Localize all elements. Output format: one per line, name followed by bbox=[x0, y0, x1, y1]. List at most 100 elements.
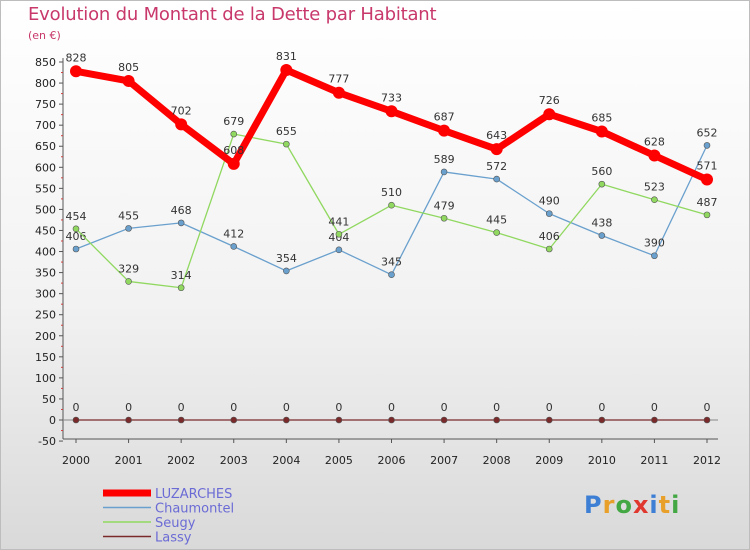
data-label-chaumontel: 652 bbox=[697, 126, 718, 139]
logo-letter: x bbox=[632, 491, 650, 519]
x-tick-label: 2002 bbox=[167, 454, 195, 467]
data-label-chaumontel: 589 bbox=[434, 153, 455, 166]
data-label-luzarches: 828 bbox=[66, 51, 87, 64]
logo-letter: P bbox=[584, 491, 603, 519]
data-point-chaumontel bbox=[598, 232, 606, 239]
data-label-luzarches: 685 bbox=[591, 111, 612, 124]
data-point-lassy bbox=[493, 416, 500, 424]
data-point-seugy bbox=[651, 196, 658, 204]
data-point-lassy bbox=[598, 416, 606, 424]
data-label-seugy: 560 bbox=[591, 165, 612, 178]
x-tick-label: 2003 bbox=[220, 454, 248, 467]
data-label-luzarches: 726 bbox=[539, 94, 560, 107]
data-point-lassy bbox=[335, 416, 343, 424]
data-label-lassy: 0 bbox=[178, 401, 185, 414]
data-label-chaumontel: 390 bbox=[644, 237, 665, 250]
data-point-lassy bbox=[230, 416, 238, 424]
data-label-chaumontel: 455 bbox=[118, 209, 139, 222]
data-label-luzarches: 831 bbox=[276, 50, 297, 63]
data-label-lassy: 0 bbox=[125, 401, 132, 414]
data-label-lassy: 0 bbox=[441, 401, 448, 414]
data-point-seugy bbox=[703, 211, 711, 219]
y-tick-label: 750 bbox=[35, 98, 56, 111]
data-point-chaumontel bbox=[545, 210, 553, 217]
data-label-lassy: 0 bbox=[283, 401, 290, 414]
data-point-chaumontel bbox=[177, 219, 185, 227]
data-label-seugy: 479 bbox=[434, 199, 455, 212]
data-label-luzarches: 571 bbox=[697, 160, 718, 173]
x-tick-label: 2011 bbox=[640, 454, 668, 467]
data-point-chaumontel bbox=[335, 246, 343, 254]
data-point-luzarches bbox=[648, 149, 661, 162]
data-point-seugy bbox=[125, 278, 132, 285]
logo-letter: r bbox=[602, 491, 616, 519]
series-line-luzarches bbox=[72, 66, 711, 184]
data-label-luzarches: 702 bbox=[171, 104, 192, 117]
logo-letter: t bbox=[658, 491, 672, 519]
legend-label-lassy: Lassy bbox=[155, 531, 192, 546]
data-label-chaumontel: 412 bbox=[223, 227, 244, 240]
chart-title: Evolution du Montant de la Dette par Hab… bbox=[28, 4, 437, 25]
data-point-luzarches bbox=[490, 143, 503, 156]
y-tick-label: 150 bbox=[35, 351, 56, 364]
data-point-chaumontel bbox=[230, 243, 238, 250]
data-point-luzarches bbox=[175, 118, 188, 131]
data-label-lassy: 0 bbox=[335, 401, 342, 414]
data-point-chaumontel bbox=[440, 168, 448, 176]
logo-letter: i bbox=[649, 491, 659, 519]
data-label-seugy: 441 bbox=[328, 215, 349, 228]
data-label-luzarches: 687 bbox=[434, 111, 455, 124]
x-tick-label: 2009 bbox=[535, 454, 563, 467]
data-label-seugy: 523 bbox=[644, 181, 665, 194]
data-label-chaumontel: 438 bbox=[591, 217, 612, 230]
y-tick-label: 500 bbox=[35, 203, 56, 216]
data-point-seugy bbox=[388, 201, 395, 209]
data-point-seugy bbox=[493, 229, 500, 236]
data-label-lassy: 0 bbox=[651, 401, 658, 414]
data-point-luzarches bbox=[595, 125, 608, 138]
y-tick-label: 50 bbox=[42, 393, 56, 406]
data-label-seugy: 510 bbox=[381, 186, 402, 199]
x-tick-label: 2012 bbox=[693, 454, 721, 467]
data-label-lassy: 0 bbox=[704, 401, 711, 414]
data-point-seugy bbox=[440, 214, 448, 222]
data-label-seugy: 679 bbox=[223, 115, 244, 128]
data-label-lassy: 0 bbox=[546, 401, 553, 414]
data-point-seugy bbox=[598, 180, 606, 188]
data-label-luzarches: 777 bbox=[328, 73, 349, 86]
data-point-lassy bbox=[125, 416, 132, 424]
x-tick-label: 2000 bbox=[62, 454, 90, 467]
data-point-chaumontel bbox=[493, 175, 500, 183]
data-label-lassy: 0 bbox=[73, 401, 80, 414]
data-point-lassy bbox=[651, 416, 658, 424]
y-tick-label: 300 bbox=[35, 288, 56, 301]
data-label-luzarches: 608 bbox=[223, 144, 244, 157]
data-point-chaumontel bbox=[651, 252, 658, 260]
data-point-luzarches bbox=[227, 157, 240, 170]
data-point-chaumontel bbox=[283, 267, 290, 275]
data-point-lassy bbox=[283, 416, 290, 424]
y-tick-label: 200 bbox=[35, 330, 56, 343]
y-tick-label: 100 bbox=[35, 372, 56, 385]
x-tick-label: 2006 bbox=[378, 454, 406, 467]
data-point-luzarches bbox=[701, 173, 713, 186]
data-point-chaumontel bbox=[388, 271, 395, 278]
data-label-seugy: 487 bbox=[697, 196, 718, 209]
y-tick-label: 700 bbox=[35, 119, 56, 132]
data-label-chaumontel: 345 bbox=[381, 256, 402, 269]
legend-label-chaumontel: Chaumontel bbox=[155, 502, 234, 517]
x-tick-label: 2004 bbox=[272, 454, 300, 467]
data-label-seugy: 406 bbox=[539, 230, 560, 243]
y-tick-label: 800 bbox=[35, 77, 56, 90]
y-tick-label: -50 bbox=[38, 435, 56, 448]
data-point-seugy bbox=[72, 225, 80, 233]
x-tick-label: 2008 bbox=[483, 454, 511, 467]
data-label-lassy: 0 bbox=[388, 401, 395, 414]
data-label-lassy: 0 bbox=[493, 401, 500, 414]
data-label-chaumontel: 468 bbox=[171, 204, 192, 217]
data-label-luzarches: 643 bbox=[486, 129, 507, 142]
data-label-chaumontel: 572 bbox=[486, 160, 507, 173]
data-point-seugy bbox=[230, 130, 238, 138]
